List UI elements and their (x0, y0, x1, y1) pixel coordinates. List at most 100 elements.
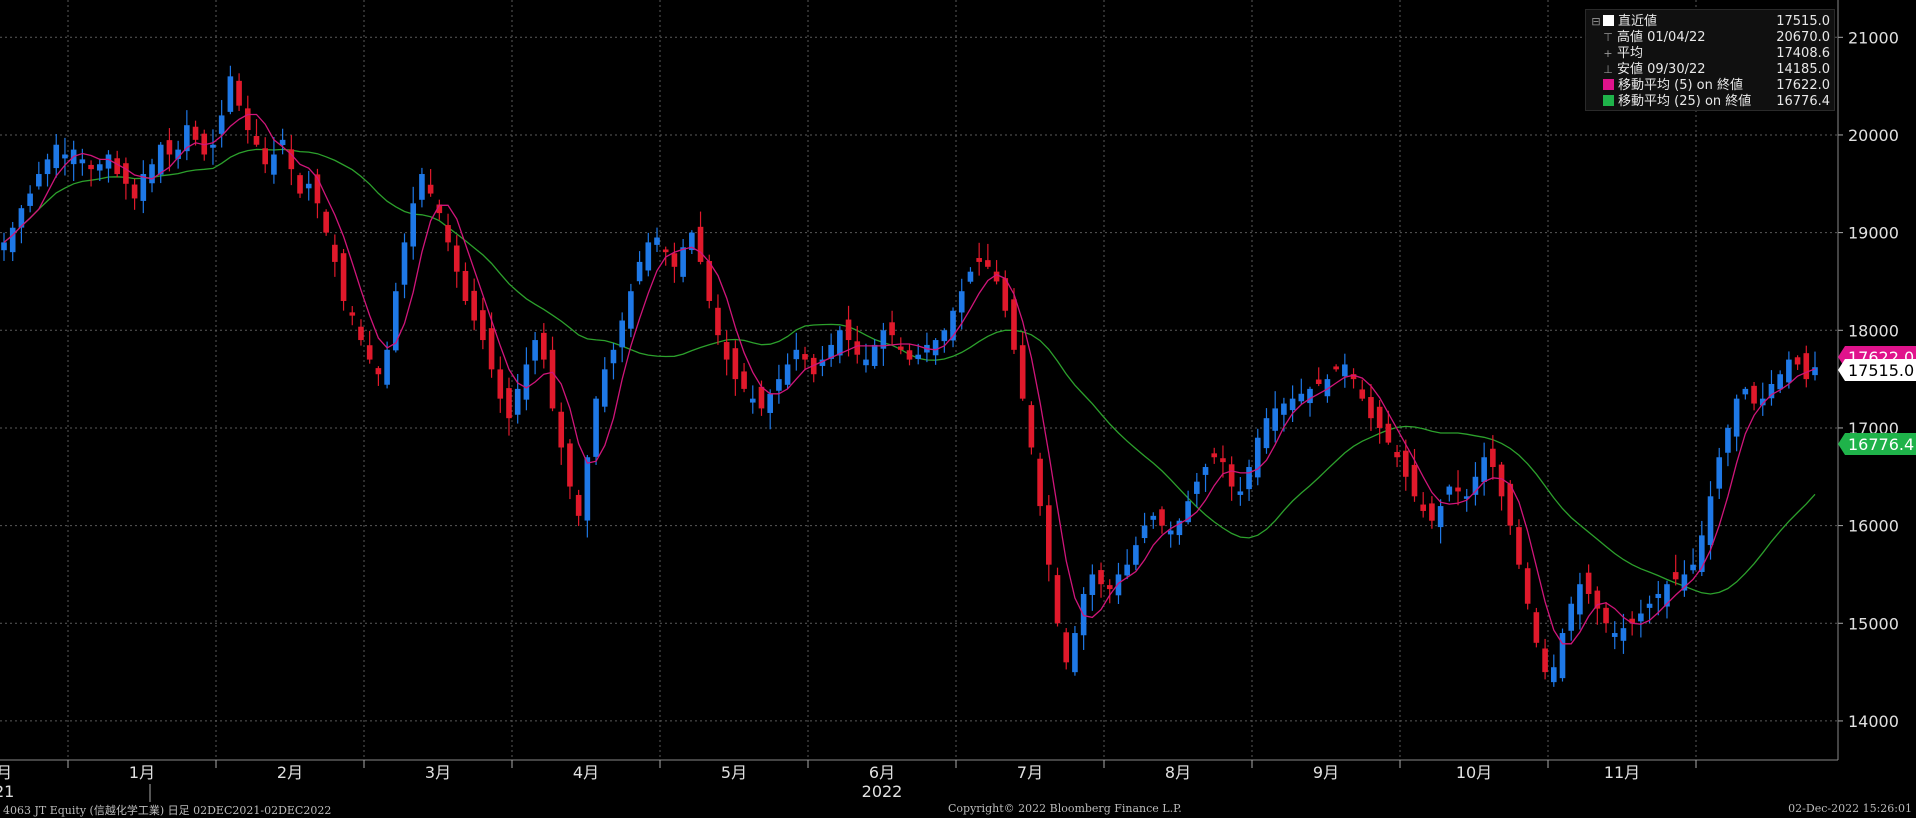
candle (1376, 400, 1383, 444)
candle-body (401, 242, 408, 285)
candle-body (662, 249, 669, 253)
candle-body (706, 260, 713, 301)
candle (340, 248, 347, 311)
candle-body (166, 140, 173, 155)
last-swatch-icon (1603, 15, 1614, 26)
candle (1542, 638, 1548, 680)
timestamp-text: 02-Dec-2022 15:26:01 (1788, 802, 1912, 815)
candle-body (1490, 448, 1496, 468)
candle (1133, 536, 1139, 571)
candle (1524, 562, 1531, 610)
candle-body (253, 136, 260, 145)
candle-body (541, 332, 547, 360)
candle (697, 211, 704, 265)
candle (453, 235, 460, 288)
candle-body (871, 344, 878, 366)
candle (62, 137, 68, 176)
candle-body (915, 354, 922, 360)
candle (1394, 444, 1400, 468)
candle-body (697, 226, 704, 262)
legend-row-last: ⊟ 直近値 17515.0 (1590, 13, 1830, 30)
candle-body (157, 144, 164, 175)
candle (1202, 463, 1209, 492)
candle-body (44, 159, 51, 175)
candle-body (1133, 545, 1139, 565)
candle (654, 227, 660, 252)
candle (1298, 378, 1305, 405)
candle (1437, 499, 1444, 544)
candle (1498, 461, 1505, 511)
candle (1803, 345, 1810, 388)
candle-body (27, 193, 33, 206)
candle (793, 332, 800, 371)
candle (802, 346, 808, 371)
candle (297, 172, 303, 198)
candle-body (749, 398, 756, 403)
candle-body (575, 494, 582, 516)
candle (924, 332, 930, 363)
candle (863, 343, 869, 373)
x-month-label: 9月 (1313, 763, 1339, 782)
candle (1350, 368, 1357, 389)
candle-body (619, 320, 625, 348)
candle (845, 305, 852, 357)
candle-body (1342, 364, 1348, 377)
candle (1655, 580, 1662, 616)
candle-body (1359, 389, 1366, 399)
candle (384, 341, 390, 389)
candle-body (671, 253, 678, 267)
candle (1585, 564, 1592, 604)
candle (401, 233, 408, 299)
candle-body (1463, 496, 1470, 499)
candle-body (532, 340, 538, 361)
candle (1080, 587, 1087, 650)
candle (1141, 512, 1148, 544)
candle-body (1, 242, 7, 251)
candle (1098, 562, 1104, 598)
candle (706, 254, 713, 309)
candle (993, 260, 1000, 285)
candle (497, 356, 504, 413)
candle (1759, 382, 1766, 416)
candle-body (1516, 527, 1522, 565)
candle-body (549, 349, 556, 409)
candle (192, 120, 199, 146)
legend-row-ma25: 移動平均 (25) on 終値 16776.4 (1590, 93, 1830, 110)
candle-body (784, 364, 791, 385)
candle-body (584, 457, 591, 521)
x-month-label: 5月 (721, 763, 747, 782)
candle-body (741, 371, 747, 389)
candle-body (1237, 491, 1244, 495)
candle (1263, 408, 1270, 454)
candle (271, 137, 277, 184)
legend-row-average: + 平均 17408.6 (1590, 45, 1830, 62)
candle (601, 357, 608, 413)
candle-body (1368, 397, 1374, 419)
candle (1481, 442, 1487, 496)
candle (1751, 382, 1757, 411)
candle (1638, 599, 1644, 638)
candle-body (1664, 584, 1670, 607)
candle-body (88, 164, 94, 170)
candle (880, 322, 887, 366)
legend-expand-icon[interactable]: ⊟ (1591, 15, 1601, 28)
candle-body (1272, 408, 1278, 431)
candle-body (218, 115, 225, 134)
candle-body (932, 340, 939, 356)
candle-body (776, 379, 782, 391)
candle (575, 489, 582, 527)
candle-body (1037, 458, 1043, 507)
candle-body (1150, 515, 1157, 520)
candle (1228, 456, 1235, 501)
candle-body (462, 270, 469, 301)
candle-body (1167, 530, 1174, 535)
candle-body (488, 328, 495, 370)
candle-body (445, 225, 451, 243)
candle (1786, 351, 1792, 389)
ma25-line (3, 148, 1816, 595)
candle-body (419, 174, 425, 200)
candle-body (384, 349, 390, 385)
candle-body (1298, 393, 1305, 402)
